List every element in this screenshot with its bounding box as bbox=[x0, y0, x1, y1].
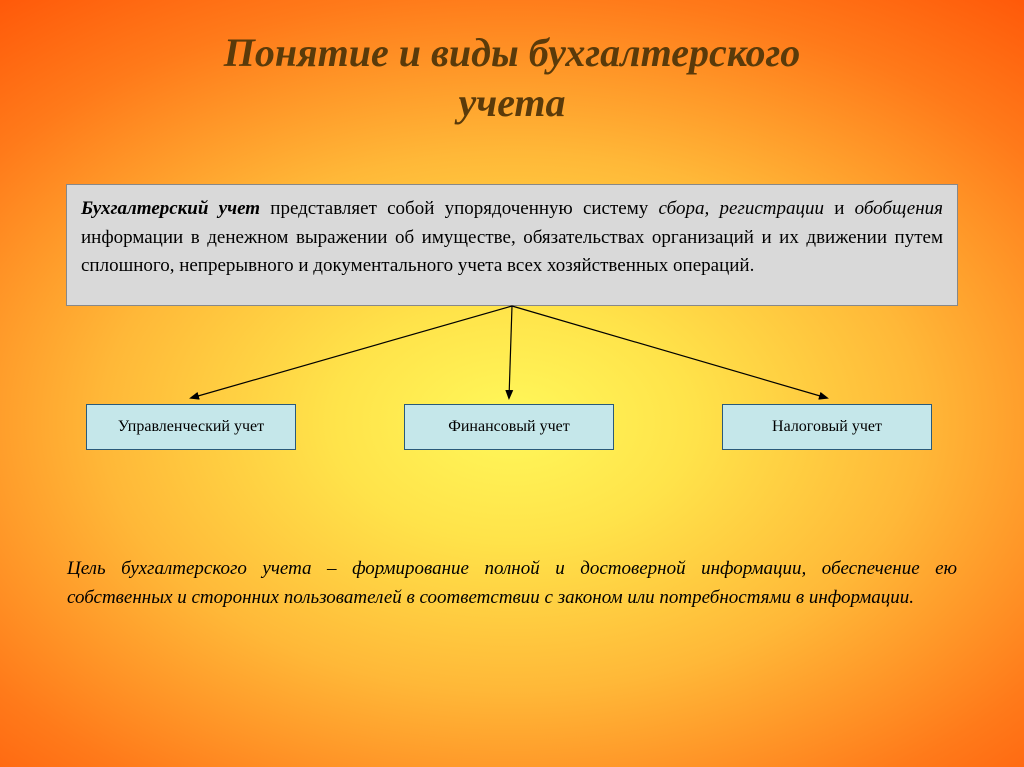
slide-content: Понятие и виды бухгалтерского учета Бухг… bbox=[0, 0, 1024, 767]
definition-italic1: сбора, регистрации bbox=[659, 198, 824, 219]
definition-term: Бухгалтерский учет bbox=[81, 198, 260, 219]
definition-suffix: информации в денежном выражении об имуще… bbox=[81, 227, 943, 277]
type-box-1: Финансовый учет bbox=[404, 404, 614, 450]
arrow-1 bbox=[509, 306, 512, 398]
definition-box: Бухгалтерский учет представляет собой уп… bbox=[66, 184, 958, 306]
definition-italic2: обобщения bbox=[855, 198, 943, 219]
definition-mid1: представляет собой упорядоченную систему bbox=[260, 198, 658, 219]
type-box-0: Управленческий учет bbox=[86, 404, 296, 450]
slide-title: Понятие и виды бухгалтерского учета bbox=[0, 0, 1024, 128]
arrow-0 bbox=[191, 306, 512, 398]
definition-mid2: и bbox=[824, 198, 855, 219]
goal-prefix: Цель бухгалтерского учета bbox=[67, 558, 312, 579]
goal-text: Цель бухгалтерского учета – формирование… bbox=[67, 554, 957, 613]
arrow-2 bbox=[512, 306, 827, 398]
type-box-2: Налоговый учет bbox=[722, 404, 932, 450]
